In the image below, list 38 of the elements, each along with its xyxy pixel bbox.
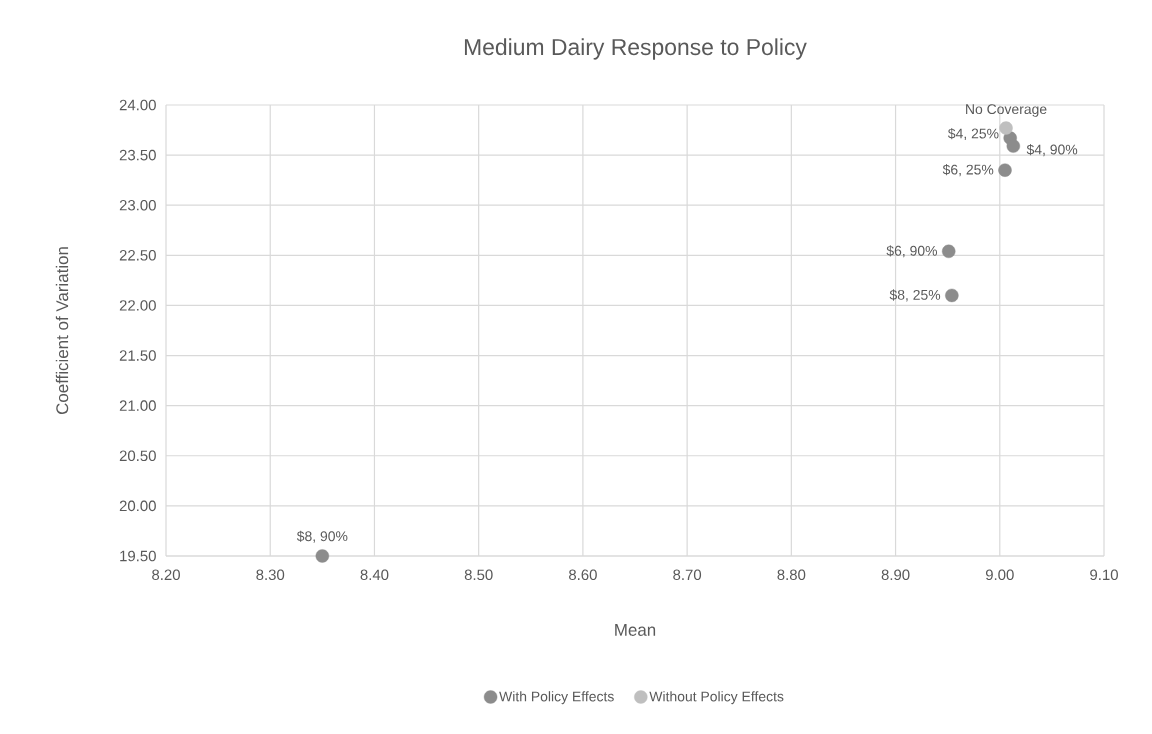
legend-label: Without Policy Effects [649,691,784,705]
x-tick-label: 8.20 [152,569,180,581]
y-tick-label: 22.50 [119,250,156,261]
legend-label: With Policy Effects [499,691,614,705]
x-tick-label: 8.80 [777,569,806,581]
y-tick-label: 21.50 [119,350,156,361]
y-axis-title: Coefficient of Variation [55,247,69,415]
y-tick-label: 24.00 [119,99,156,111]
y-tick-label: 23.50 [119,149,156,161]
x-tick-label: 8.70 [673,569,702,581]
x-tick-label: 8.90 [881,569,910,581]
point [1006,139,1021,153]
data-label: No Coverage [966,104,1047,117]
data-label: $8, 90% [296,530,348,543]
x-tick-label: 8.50 [464,569,493,581]
x-tick-label: 8.40 [360,569,389,581]
x-tick-label: 8.30 [256,569,285,581]
y-tick-label: 19.50 [120,550,156,562]
point [998,163,1012,177]
point [999,121,1013,135]
x-tick-label: 9.00 [985,569,1014,581]
y-tick-label: 22.00 [119,300,156,311]
y-tick-label: 21.00 [119,400,156,411]
point [315,549,330,563]
data-label: $4, 90% [1026,144,1078,157]
y-tick-label: 20.00 [119,500,156,512]
x-tick-label: 9.10 [1090,569,1118,581]
x-axis-title: Mean [615,624,656,636]
y-tick-label: 23.00 [119,199,156,211]
x-tick-label: 8.60 [569,569,597,581]
data-label: $4, 25% [947,128,999,141]
point [945,288,959,303]
chart-title: Medium Dairy Response to Policy [464,38,807,60]
y-tick-label: 20.50 [119,450,156,462]
data-label: $6, 90% [886,245,938,258]
data-label: $6, 25% [942,164,994,177]
data-label: $8, 25% [889,289,941,302]
point [942,244,956,259]
